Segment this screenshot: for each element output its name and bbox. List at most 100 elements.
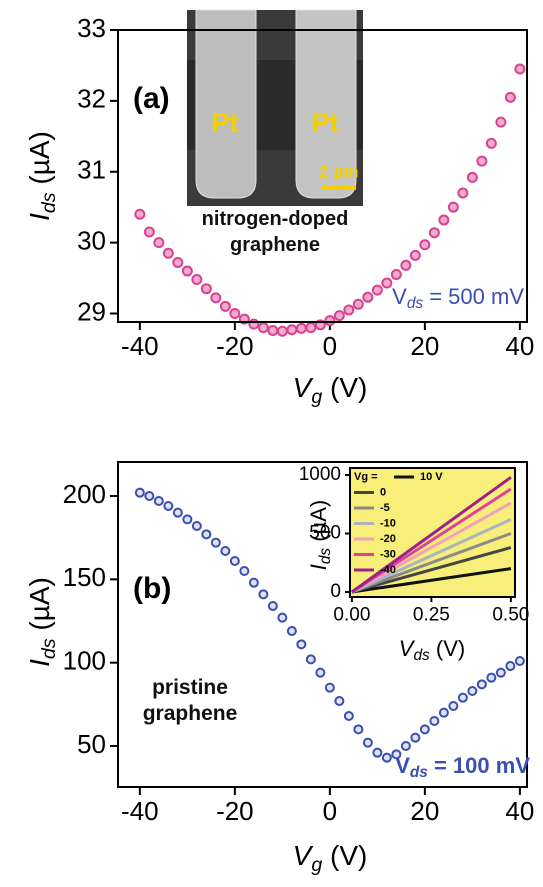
x-tick-label: 0.00 <box>333 604 370 625</box>
annotation-text: (b) <box>133 572 171 605</box>
annotation-rest: = 500 mV <box>423 284 524 309</box>
data-point <box>202 284 211 293</box>
data-point <box>477 157 486 166</box>
data-point <box>268 326 277 335</box>
data-point <box>231 557 239 565</box>
y-axis-label-unit: (µA) <box>24 131 55 192</box>
data-point <box>250 579 258 587</box>
annotation: Pt <box>311 107 339 138</box>
data-point <box>316 669 324 677</box>
x-tick-label: 40 <box>505 331 534 361</box>
legend-label: 0 <box>380 486 386 498</box>
data-point <box>439 215 448 224</box>
data-point <box>430 717 438 725</box>
annotation-text: 2 µm <box>319 162 358 181</box>
data-point <box>278 327 287 336</box>
data-point <box>516 657 524 665</box>
data-point <box>155 497 163 505</box>
y-axis-label: Ids (µA) <box>24 131 60 221</box>
annotation: 2 µm <box>319 162 358 181</box>
annotation-text: Pt <box>311 107 339 138</box>
x-tick-label: -40 <box>121 331 159 361</box>
data-point <box>411 734 419 742</box>
legend-label: -5 <box>380 502 390 514</box>
x-axis-label: Vg (V) <box>293 372 368 408</box>
data-point <box>411 251 420 260</box>
data-point <box>449 702 457 710</box>
data-point <box>202 530 210 538</box>
data-point <box>354 300 363 309</box>
annotation: Vds = 500 mV <box>392 284 524 312</box>
data-point <box>487 139 496 148</box>
annotation-rest: = 100 mV <box>428 753 530 778</box>
x-tick-label: -20 <box>216 796 254 826</box>
data-point <box>345 712 353 720</box>
data-point <box>164 249 173 258</box>
y-axis-label-sub: ds <box>38 192 60 213</box>
data-point <box>440 709 448 717</box>
x-axis-label: Vg (V) <box>293 840 368 876</box>
annotation-text: pristine <box>152 676 228 699</box>
data-point <box>174 509 182 517</box>
data-point <box>497 669 505 677</box>
data-point <box>402 742 410 750</box>
data-point <box>468 687 476 695</box>
data-point <box>221 302 230 311</box>
data-point <box>212 539 220 547</box>
data-point <box>344 305 353 314</box>
data-point <box>421 725 429 733</box>
data-point <box>449 203 458 212</box>
data-point <box>269 602 277 610</box>
data-point <box>392 270 401 279</box>
legend-title: Vg = <box>354 471 378 483</box>
annotation: nitrogen-doped <box>202 208 349 230</box>
y-tick-label: 31 <box>77 155 106 185</box>
data-point <box>240 567 248 575</box>
annotation-text: Pt <box>211 107 239 138</box>
data-point <box>230 309 239 318</box>
annotation-text: (a) <box>133 82 170 115</box>
y-tick-label: 0 <box>330 581 341 602</box>
data-point <box>135 210 144 219</box>
data-point <box>183 266 192 275</box>
y-tick-label: 30 <box>77 225 106 255</box>
data-point <box>373 286 382 295</box>
electrode <box>196 10 256 198</box>
data-point <box>478 680 486 688</box>
y-axis-label-unit: (µA) <box>306 500 331 548</box>
scale-bar <box>322 186 356 190</box>
x-tick-label: -20 <box>216 331 254 361</box>
data-point <box>145 492 153 500</box>
data-point <box>306 323 315 332</box>
annotation-text: nitrogen-doped <box>202 208 349 230</box>
data-point <box>164 502 172 510</box>
data-point <box>496 118 505 127</box>
x-tick-label: 20 <box>410 331 439 361</box>
data-point <box>506 662 514 670</box>
data-point <box>136 489 144 497</box>
annotation-main: V <box>395 753 410 778</box>
y-tick-label: 150 <box>63 562 106 592</box>
data-point <box>259 323 268 332</box>
data-point <box>487 674 495 682</box>
data-point <box>373 749 381 757</box>
data-point <box>382 279 391 288</box>
data-point <box>325 316 334 325</box>
annotation: Vds = 100 mV <box>395 753 530 781</box>
x-axis-label-sub: ds <box>413 647 430 664</box>
legend-label: -10 <box>380 517 396 529</box>
x-tick-label: 0 <box>323 331 337 361</box>
data-point <box>297 324 306 333</box>
data-point <box>506 93 515 102</box>
annotation-sub: ds <box>407 295 424 312</box>
data-point <box>515 64 524 73</box>
legend-label: -30 <box>380 548 396 560</box>
data-point <box>420 240 429 249</box>
data-point <box>183 515 191 523</box>
data-point <box>401 261 410 270</box>
data-point <box>458 189 467 198</box>
data-point <box>259 590 267 598</box>
y-tick-label: 1000 <box>299 464 341 485</box>
x-tick-label: 0.25 <box>413 604 450 625</box>
annotation-text: graphene <box>143 702 238 725</box>
